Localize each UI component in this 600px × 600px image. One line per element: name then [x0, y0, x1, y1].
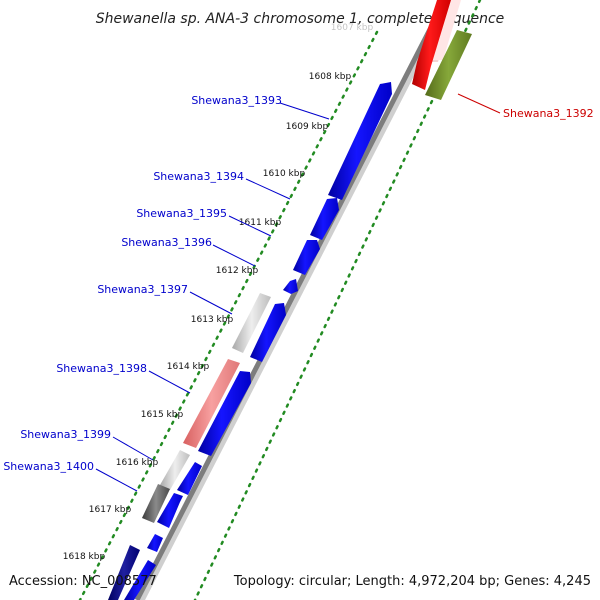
gc-content-track-outer — [193, 0, 482, 600]
gene-shewana3-1393-arrow[interactable] — [328, 82, 392, 200]
chromosome-backbone-shadow — [135, 0, 453, 600]
leader-line-1400 — [95, 468, 138, 492]
ruler-tick-1617: 1617 kbp — [89, 505, 132, 515]
leader-line-1398 — [148, 370, 191, 394]
accession-text: Accession: NC_008577 — [9, 574, 157, 589]
gene-shewana3-1396-arrow[interactable] — [283, 279, 298, 294]
ruler-tick-1618: 1618 kbp — [63, 552, 106, 562]
ruler-tick-1613: 1613 kbp — [191, 315, 234, 325]
gene-label-shewana3-1393[interactable]: Shewana3_1393 — [191, 94, 282, 107]
gene-shewana3-1397-arrow[interactable] — [250, 303, 286, 362]
gene-shewana3-1400-arrow[interactable] — [157, 493, 183, 528]
feature-pseudo-1399[interactable] — [160, 450, 190, 490]
ruler-tick-1607: 1607 kbp — [331, 23, 374, 33]
leader-line-1394 — [245, 178, 291, 200]
gene-shewana3-1394-arrow[interactable] — [310, 198, 339, 240]
leader-line-1395 — [228, 215, 272, 237]
gene-label-shewana3-1398[interactable]: Shewana3_1398 — [56, 362, 147, 375]
ruler-tick-1611: 1611 kbp — [239, 218, 282, 228]
feature-dark-1400[interactable] — [142, 484, 170, 523]
gene-label-shewana3-1394[interactable]: Shewana3_1394 — [153, 170, 244, 183]
ruler-tick-1615: 1615 kbp — [141, 410, 184, 420]
ruler-tick-1612: 1612 kbp — [216, 266, 259, 276]
feature-olive-reverse[interactable] — [425, 30, 472, 100]
ruler-tick-1614: 1614 kbp — [167, 362, 210, 372]
map-title: Shewanella sp. ANA-3 chromosome 1, compl… — [96, 11, 505, 27]
leader-line-1399 — [112, 436, 154, 461]
gene-shewana3-1395-arrow[interactable] — [293, 240, 320, 275]
feature-highlight-1398[interactable] — [183, 359, 240, 448]
gene-label-shewana3-1399[interactable]: Shewana3_1399 — [20, 428, 111, 441]
gene-shewana3-1392-arrow[interactable] — [412, 0, 451, 90]
gene-label-shewana3-1400[interactable]: Shewana3_1400 — [3, 460, 94, 473]
gene-label-shewana3-1396[interactable]: Shewana3_1396 — [121, 236, 212, 249]
leader-line-1397 — [189, 291, 233, 315]
leader-line-1393 — [279, 102, 330, 120]
gene-bottom-partial[interactable] — [124, 560, 156, 600]
gene-label-shewana3-1392[interactable]: Shewana3_1392 — [503, 107, 594, 120]
ruler-tick-1609: 1609 kbp — [286, 122, 329, 132]
gene-shewana3-1398-arrow[interactable] — [198, 371, 251, 456]
leader-line-1396 — [212, 244, 256, 267]
gc-content-track-inner — [78, 30, 379, 600]
gene-shewana3-1399-arrow[interactable] — [177, 462, 202, 495]
feature-navy-bottom[interactable] — [108, 545, 140, 600]
chromosome-backbone — [134, 0, 448, 600]
gene-small-forward[interactable] — [147, 534, 163, 552]
ruler-tick-1608: 1608 kbp — [309, 72, 352, 82]
leader-line-1392 — [457, 93, 501, 114]
ruler-tick-1616: 1616 kbp — [116, 458, 159, 468]
gene-label-shewana3-1395[interactable]: Shewana3_1395 — [136, 207, 227, 220]
ruler-tick-1610: 1610 kbp — [263, 169, 306, 179]
feature-pseudo-1397[interactable] — [232, 293, 271, 353]
topology-summary-text: Topology: circular; Length: 4,972,204 bp… — [233, 574, 591, 589]
feature-reverse-partial-top-highlight — [431, 0, 461, 60]
gene-label-shewana3-1397[interactable]: Shewana3_1397 — [97, 283, 188, 296]
